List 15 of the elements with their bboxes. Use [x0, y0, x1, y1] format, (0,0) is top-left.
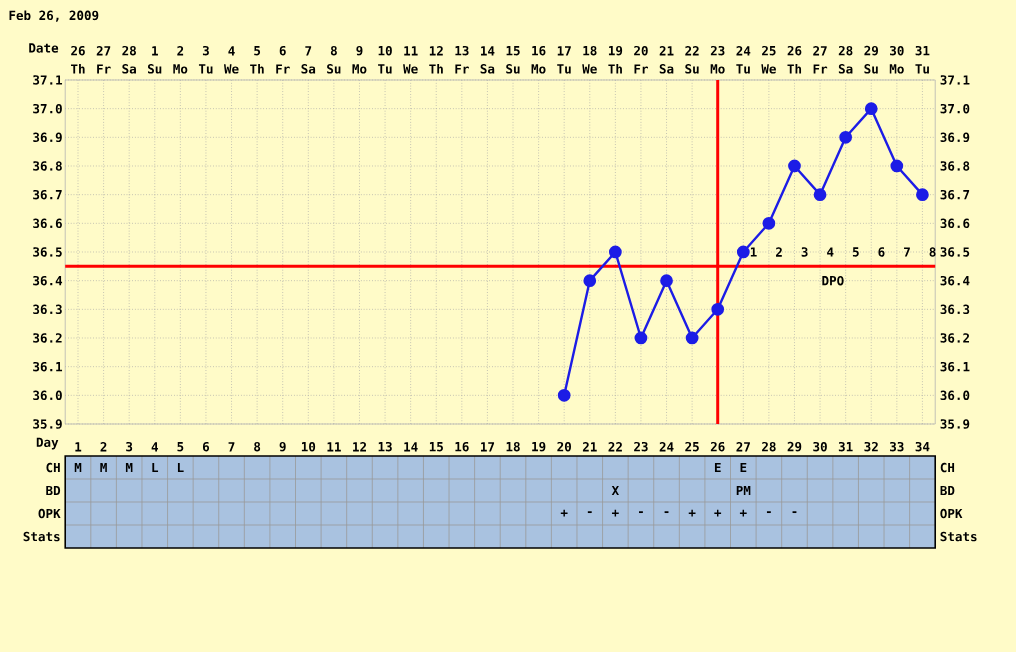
point [762, 216, 776, 230]
point [916, 188, 929, 202]
point [685, 331, 699, 345]
point [711, 302, 725, 316]
point [736, 245, 750, 259]
point [788, 159, 801, 173]
point [583, 274, 597, 288]
point [608, 245, 622, 259]
point [813, 188, 827, 202]
point [634, 331, 648, 345]
point [864, 102, 878, 116]
point [557, 388, 571, 402]
point [839, 130, 853, 144]
point [890, 159, 904, 173]
point [660, 274, 673, 288]
